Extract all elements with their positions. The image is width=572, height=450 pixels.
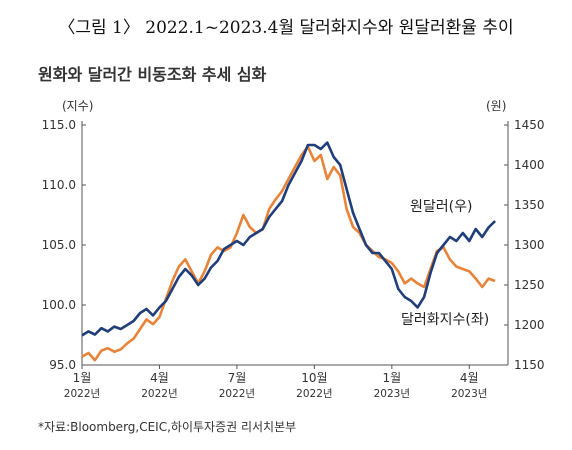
x-tick-year: 2022년	[64, 388, 100, 400]
x-tick-month: 1월	[382, 371, 401, 385]
y-right-tick-label: 1300	[514, 238, 545, 252]
y-right-label: (원)	[486, 99, 506, 113]
y-left-tick-label: 95.0	[49, 358, 76, 372]
usdkrw-series-label: 원달러(우)	[410, 199, 472, 215]
x-tick-year: 2022년	[141, 388, 177, 400]
axes: 95.0 100.0 105.0 110.0 115.0 1150 1200 1250 1300…	[42, 118, 545, 400]
series-labels: 원달러(우) 달러화지수(좌)	[401, 199, 489, 328]
x-tick-year: 2022년	[296, 388, 332, 400]
x-tick-month: 1월	[73, 371, 92, 385]
x-tick-month: 4월	[460, 371, 479, 385]
figure-title: 〈그림 1〉 2022.1~2023.4월 달러화지수와 원달러환율 추이	[58, 18, 514, 38]
usdkrw-series-line	[81, 141, 497, 337]
x-tick-month: 7월	[228, 371, 247, 385]
dxy-series-line	[81, 145, 496, 362]
x-tick-year: 2022년	[219, 388, 255, 400]
y-right-tick-label: 1450	[514, 118, 545, 132]
y-right-tick-label: 1150	[514, 358, 545, 372]
x-tick-month: 4월	[150, 371, 169, 385]
x-tick-year: 2023년	[451, 388, 487, 400]
x-tick-year: 2023년	[374, 388, 410, 400]
y-left-tick-label: 100.0	[42, 298, 76, 312]
y-right-tick-label: 1200	[514, 318, 545, 332]
dxy-series-label: 달러화지수(좌)	[401, 312, 489, 328]
y-left-label: (지수)	[62, 99, 93, 113]
source-note: *자료:Bloomberg,CEIC,하이투자증권 리서치본부	[38, 420, 297, 434]
y-right-tick-label: 1350	[514, 198, 545, 212]
y-right-tick-label: 1250	[514, 278, 545, 292]
x-tick-month: 10월	[301, 371, 327, 385]
chart-title: 원화와 달러간 비동조화 추세 심화	[38, 65, 267, 84]
y-right-tick-label: 1400	[514, 158, 545, 172]
y-left-tick-label: 115.0	[42, 118, 76, 132]
y-left-tick-label: 110.0	[42, 178, 76, 192]
series-group	[81, 141, 497, 362]
y-left-tick-label: 105.0	[42, 238, 76, 252]
